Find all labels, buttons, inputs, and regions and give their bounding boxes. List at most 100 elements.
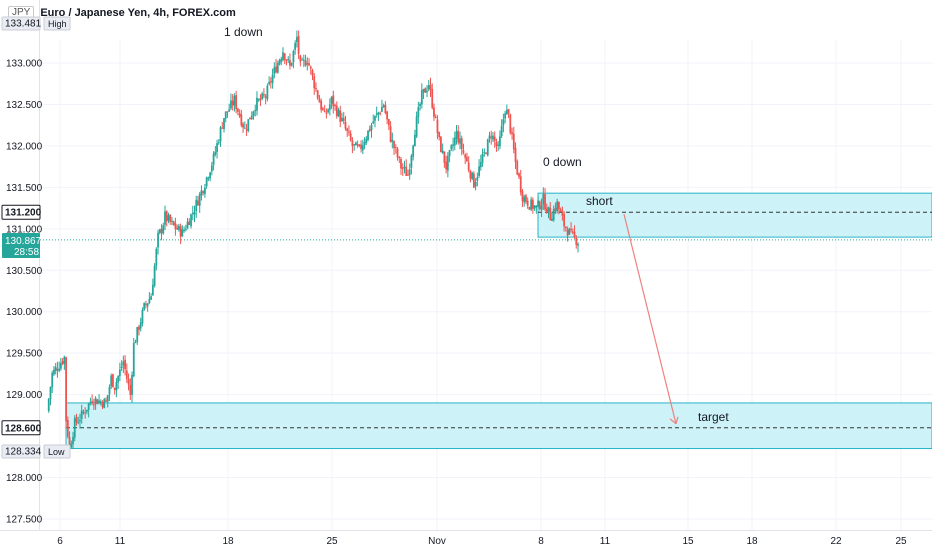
candle-body xyxy=(540,205,543,210)
candle-body xyxy=(486,139,489,156)
candle-body xyxy=(292,51,295,63)
short-zone-label[interactable]: short xyxy=(586,194,613,208)
candle-body xyxy=(332,95,335,107)
candle-body xyxy=(356,144,359,146)
candle-body xyxy=(198,194,201,206)
candle-body xyxy=(344,122,347,129)
candle-body xyxy=(389,126,392,142)
candle-body xyxy=(280,58,283,62)
candle-body xyxy=(181,229,184,237)
candle-body xyxy=(94,397,97,404)
candle-body xyxy=(450,145,453,150)
candle-body xyxy=(285,59,288,61)
candle-body xyxy=(386,111,389,120)
price-tick-label: 131.000 xyxy=(6,224,43,235)
candle-body xyxy=(250,115,253,120)
candle-body xyxy=(124,359,126,370)
candle-body xyxy=(105,400,107,402)
projection-line xyxy=(623,214,677,424)
candle-body xyxy=(63,356,66,365)
candle-body xyxy=(252,111,255,117)
candle-body xyxy=(235,95,238,109)
candle-body xyxy=(571,231,574,233)
candle-body xyxy=(61,361,64,364)
candle-body xyxy=(516,161,519,175)
candle-body xyxy=(197,200,199,206)
candle-body xyxy=(476,177,479,181)
target-zone-label[interactable]: target xyxy=(698,410,729,424)
candle-body xyxy=(72,436,74,445)
candle-body xyxy=(157,232,159,248)
low-price-tag: 128.334 xyxy=(1,444,42,459)
target-zone[interactable] xyxy=(65,402,932,450)
candle-body xyxy=(382,105,385,107)
svg-text:128.600: 128.600 xyxy=(5,423,42,434)
candle-body xyxy=(108,386,111,395)
candle-body xyxy=(207,177,210,179)
candle-body xyxy=(497,144,500,146)
candle-body xyxy=(65,357,67,422)
price-axis[interactable]: 133.000 132.500 132.000 131.500 131.000 130.5… xyxy=(6,59,43,526)
candle-body xyxy=(131,374,133,396)
wave-1-label[interactable]: 1 down xyxy=(224,25,263,39)
svg-text:131.200: 131.200 xyxy=(5,208,42,219)
candle-body xyxy=(436,119,439,134)
candle-body xyxy=(233,96,236,106)
candle-body xyxy=(365,138,368,144)
candle-body xyxy=(358,144,361,146)
candle-body xyxy=(533,205,536,209)
candle-body xyxy=(214,151,217,155)
candle-body xyxy=(96,399,99,405)
candle-body xyxy=(242,123,244,128)
candle-body xyxy=(549,207,552,221)
candle-body xyxy=(438,132,441,138)
candle-body xyxy=(526,200,529,206)
candle-body xyxy=(58,368,61,371)
candle-body xyxy=(127,379,130,385)
candle-body xyxy=(155,248,158,266)
wave-0-label[interactable]: 0 down xyxy=(543,155,582,169)
candle-body xyxy=(412,145,415,157)
candle-body xyxy=(573,231,576,237)
candle-body xyxy=(427,85,430,90)
candle-body xyxy=(162,225,165,234)
candle-body xyxy=(452,144,454,147)
time-axis[interactable]: 6 11 18 25 Nov 8 11 15 18 22 25 xyxy=(57,536,907,547)
time-tick-label: 25 xyxy=(326,536,338,547)
candle-body xyxy=(490,136,493,138)
price-tick-label: 133.000 xyxy=(6,59,43,70)
candle-body xyxy=(370,124,373,131)
candle-body xyxy=(256,97,258,111)
candle-body xyxy=(290,62,293,66)
candle-body xyxy=(47,398,50,412)
candle-body xyxy=(269,81,272,83)
candle-body xyxy=(84,412,87,414)
candle-body xyxy=(320,101,323,110)
candle-body xyxy=(568,228,571,235)
candle-body xyxy=(538,201,541,210)
price-tick-label: 132.500 xyxy=(6,100,43,111)
candle-body xyxy=(125,370,128,379)
svg-text:28:58: 28:58 xyxy=(14,247,39,258)
candle-body xyxy=(153,265,156,286)
candle-body xyxy=(327,109,330,113)
grid xyxy=(40,40,932,530)
candle-body xyxy=(407,174,409,176)
candle-body xyxy=(398,157,401,159)
candle-body xyxy=(54,367,57,371)
candle-body xyxy=(98,400,100,404)
candle-body xyxy=(478,166,480,176)
short-zone[interactable] xyxy=(537,192,932,238)
short-level-tag: 131.200 xyxy=(1,204,42,220)
candle-body xyxy=(328,104,331,110)
candle-body xyxy=(205,177,208,187)
candle-body xyxy=(200,190,203,196)
candle-body xyxy=(443,151,446,163)
candle-body xyxy=(372,121,375,124)
candle-body xyxy=(514,147,517,162)
candle-body xyxy=(146,303,149,307)
candle-body xyxy=(56,368,59,371)
symbol-title[interactable]: Euro / Japanese Yen, 4h, FOREX.com xyxy=(40,6,236,19)
candle-body xyxy=(209,172,212,179)
